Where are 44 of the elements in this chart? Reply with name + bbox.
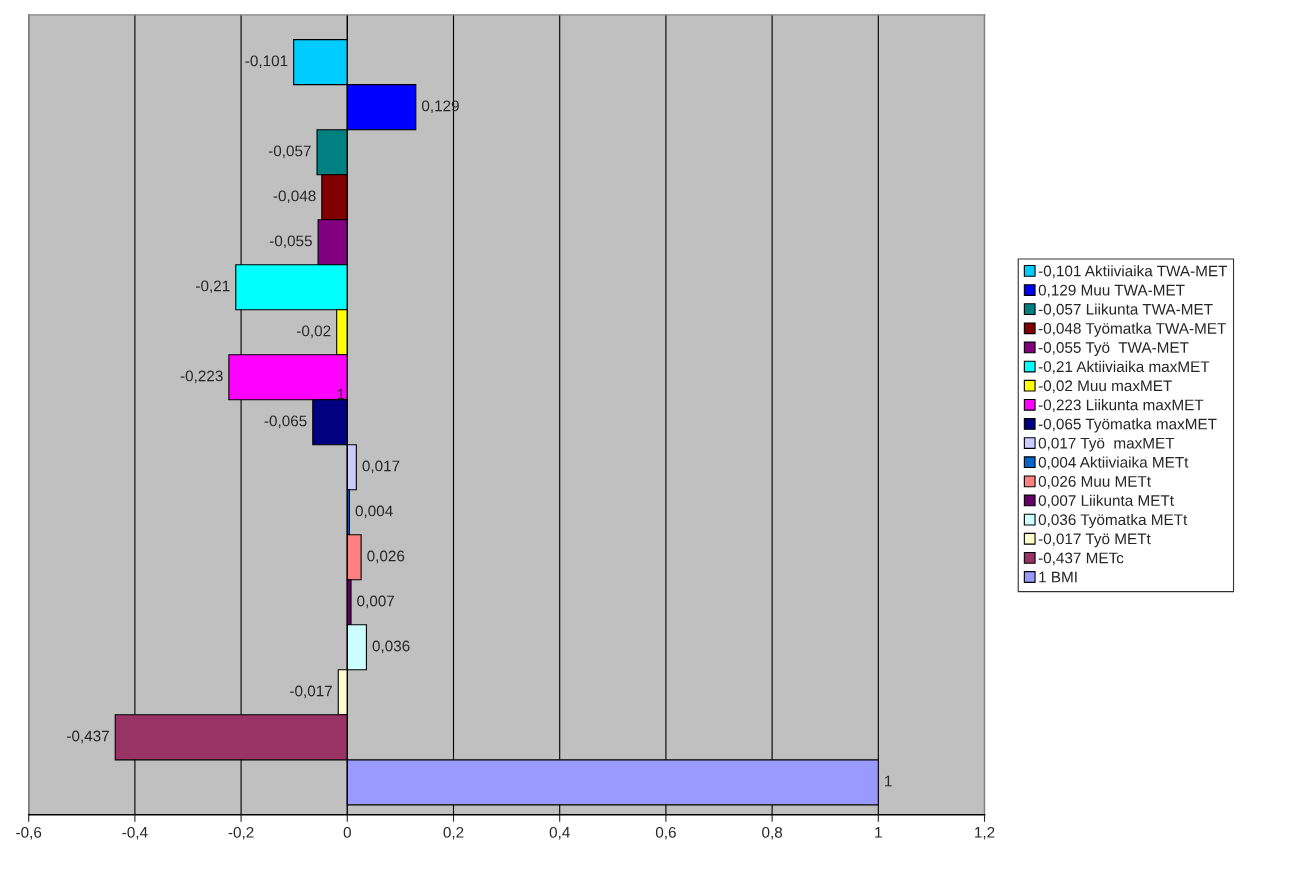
data-label: -0,223 — [180, 370, 223, 384]
data-label: 0,007 — [357, 595, 395, 609]
legend-label: -0,017 Työ METt — [1038, 533, 1151, 548]
legend-label: 0,017 Työ maxMET — [1038, 437, 1175, 452]
x-tick-label: -0,2 — [228, 826, 254, 840]
legend-label: 0,129 Muu TWA-MET — [1038, 284, 1185, 298]
x-tick-label: -0,6 — [16, 826, 42, 840]
legend-label: -0,048 Työmatka TWA-MET — [1038, 322, 1226, 337]
data-label: 0,017 — [362, 460, 400, 474]
legend-label: -0,02 Muu maxMET — [1038, 380, 1172, 393]
x-tick-label: 0,8 — [762, 826, 783, 840]
data-label: -0,101 — [245, 55, 288, 69]
x-tick-label: 1,2 — [975, 826, 995, 840]
data-label: 0,004 — [355, 505, 393, 519]
legend-label: 1 BMI — [1039, 571, 1077, 583]
legend-label: -0,055 Työ TWA-MET — [1038, 342, 1189, 356]
x-tick-label: 1 — [875, 827, 882, 838]
x-tick-label: 0,2 — [443, 826, 464, 840]
data-label: -0,057 — [268, 145, 311, 159]
legend-label: -0,21 Aktiiviaika maxMET — [1038, 360, 1210, 374]
legend-label: -0,437 METc — [1038, 552, 1124, 566]
data-label: 1 — [885, 775, 892, 787]
data-label: 0,036 — [372, 640, 410, 654]
x-tick-label: 0 — [343, 826, 351, 838]
x-tick-label: 0,6 — [655, 826, 676, 840]
data-label: -0,21 — [196, 280, 230, 294]
legend-label: -0,057 Liikunta TWA-MET — [1038, 303, 1213, 317]
legend-label: -0,101 Aktiiviaika TWA-MET — [1038, 265, 1228, 279]
data-label: -0,065 — [264, 415, 307, 429]
legend-label: -0,065 Työmatka maxMET — [1038, 418, 1217, 433]
legend-label: 0,004 Aktiiviaika METt — [1038, 456, 1189, 470]
data-label: -0,437 — [67, 730, 109, 744]
x-tick-label: -0,4 — [122, 826, 148, 840]
data-label: -0,02 — [296, 325, 331, 339]
legend-label: 0,007 Liikunta METt — [1038, 494, 1174, 508]
data-label: 0,026 — [367, 550, 405, 564]
annotation: 1 — [337, 388, 345, 400]
x-tick-label: 0,4 — [549, 826, 570, 840]
legend-label: -0,223 Liikunta maxMET — [1038, 399, 1204, 413]
data-label: -0,048 — [273, 190, 316, 204]
legend-label: 0,026 Muu METt — [1038, 476, 1151, 489]
data-label: -0,055 — [269, 235, 312, 249]
data-label: -0,017 — [290, 685, 332, 699]
legend-label: 0,036 Työmatka METt — [1038, 513, 1188, 529]
